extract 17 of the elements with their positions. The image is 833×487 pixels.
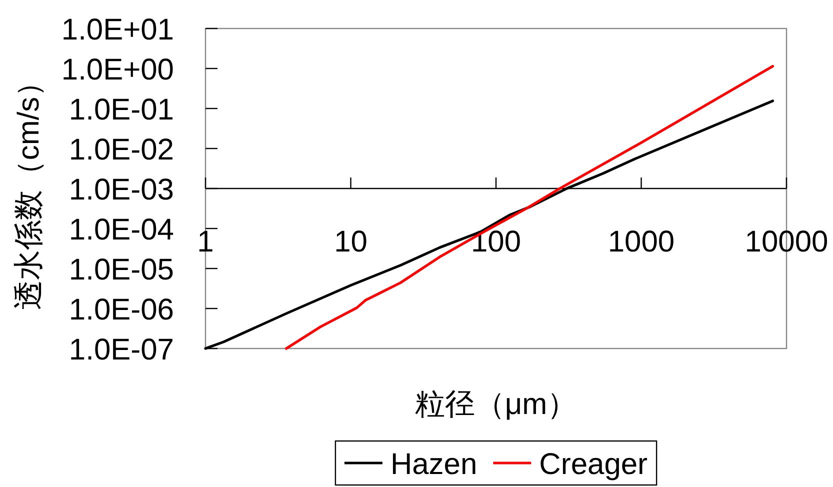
- y-tick-label: 1.0E+01: [61, 14, 174, 46]
- y-axis-title: 透水係数（cm/s）: [12, 66, 46, 310]
- y-tick-label: 1.0E-04: [68, 214, 174, 246]
- y-tick-label: 1.0E-07: [68, 334, 174, 366]
- legend-label: Hazen: [390, 448, 478, 481]
- y-tick-label: 1.0E-05: [68, 254, 174, 286]
- y-tick-label: 1.0E-02: [68, 134, 174, 166]
- x-tick-label: 10000: [744, 226, 828, 258]
- y-tick-label: 1.0E-06: [68, 294, 174, 326]
- x-tick-label: 10: [334, 226, 368, 258]
- x-tick-label: 1: [197, 226, 214, 258]
- x-tick-label: 1000: [608, 226, 675, 258]
- y-tick-label: 1.0E-01: [68, 94, 174, 126]
- y-tick-label: 1.0E+00: [61, 54, 174, 86]
- y-tick-label: 1.0E-03: [68, 174, 174, 206]
- x-axis-title: 粒径（μm）: [414, 388, 578, 421]
- legend-label: Creager: [539, 448, 648, 481]
